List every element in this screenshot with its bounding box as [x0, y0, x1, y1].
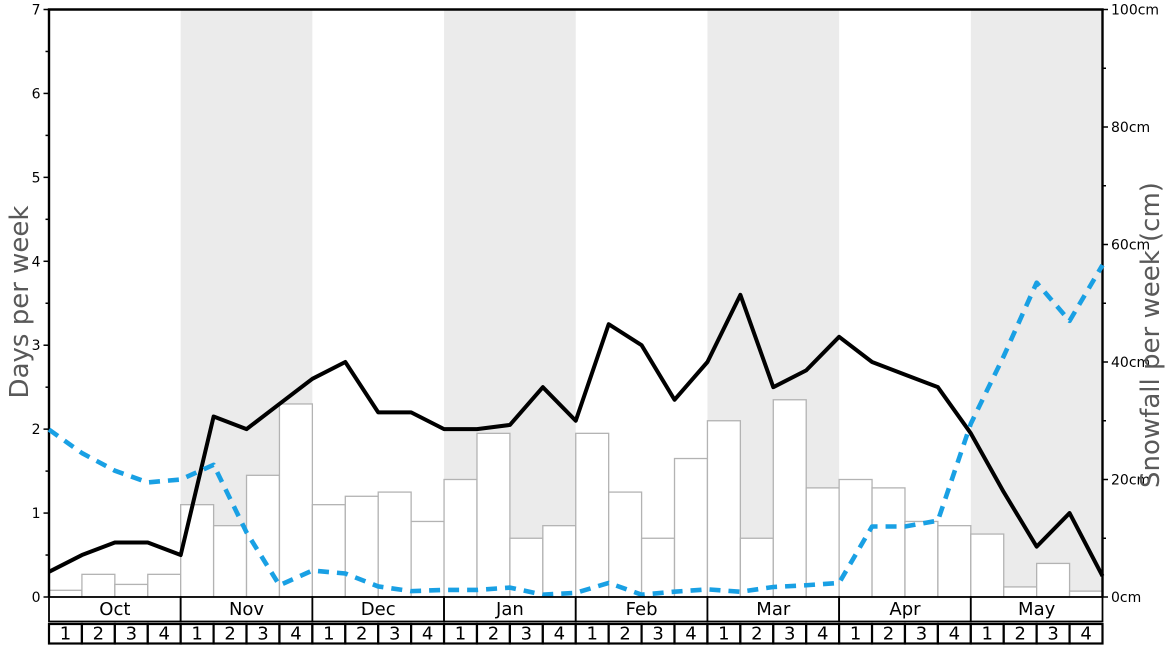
bar-week-29 [970, 533, 1005, 598]
week-number-label: 1 [982, 624, 993, 645]
snowfall-line [47, 263, 1105, 597]
week-number-label: 1 [586, 624, 597, 645]
week-number-label: 2 [883, 624, 894, 645]
bar-week-17 [575, 432, 610, 598]
bar-week-12 [410, 520, 445, 598]
bar-week-4 [147, 573, 182, 598]
week-number-label: 4 [1080, 624, 1091, 645]
bar-week-28 [937, 525, 972, 598]
right-tick-label: 80cm [1111, 120, 1150, 136]
right-axis-title: Snowfall per week (cm) [1136, 182, 1166, 488]
week-number-label: 4 [949, 624, 960, 645]
bar-week-14 [476, 432, 511, 598]
week-number-label: 2 [93, 624, 104, 645]
bar-week-21 [706, 420, 742, 598]
line-series [47, 263, 1105, 597]
week-number-label: 3 [126, 624, 137, 645]
left-tick-label: 7 [32, 3, 41, 19]
week-number-label: 1 [455, 624, 466, 645]
week-number-label: 2 [356, 624, 367, 645]
week-number-label: 3 [784, 624, 795, 645]
month-cell [179, 596, 314, 623]
month-label: Nov [229, 599, 264, 620]
week-number-label: 2 [619, 624, 630, 645]
bar-week-2 [81, 573, 116, 598]
left-axis-title: Days per week [5, 206, 35, 399]
week-number-label: 1 [191, 624, 202, 645]
axes-and-ticks: 0 1 2 3 4 5 6 7 0cm 20cm 40cm 60cm 80cm 100cm [32, 3, 1159, 607]
week-number-label: 3 [521, 624, 532, 645]
week-number-label: 1 [323, 624, 334, 645]
month-label: Oct [99, 599, 130, 620]
left-tick-label: 2 [32, 422, 41, 438]
week-number-label: 3 [257, 624, 268, 645]
bar-week-27 [904, 520, 939, 598]
month-label: Jan [495, 599, 524, 620]
bar-week-24 [805, 487, 840, 598]
right-tick-label: 100cm [1111, 3, 1159, 19]
week-number-label: 2 [751, 624, 762, 645]
week-number-label: 4 [554, 624, 565, 645]
bar-week-19 [640, 537, 676, 598]
bar-week-18 [608, 491, 643, 598]
month-label: Feb [626, 599, 658, 620]
week-number-label: 1 [718, 624, 729, 645]
bar-week-13 [443, 478, 478, 598]
bar-week-23 [772, 399, 807, 598]
week-number-label: 4 [817, 624, 828, 645]
bar-week-3 [114, 583, 149, 598]
month-cell [969, 596, 1104, 623]
left-tick-label: 1 [32, 506, 41, 522]
week-number-label: 1 [60, 624, 71, 645]
bar-week-31 [1036, 562, 1071, 598]
right-tick-label: 40cm [1111, 355, 1150, 371]
month-cell [706, 596, 841, 623]
bar-week-8 [278, 403, 314, 598]
right-tick-label: 60cm [1111, 238, 1150, 254]
month-label: Dec [361, 599, 396, 620]
month-cell [838, 596, 972, 623]
month-label: May [1018, 599, 1056, 620]
week-number-label: 3 [389, 624, 400, 645]
week-number-label: 4 [422, 624, 433, 645]
month-cell [48, 596, 182, 623]
right-tick-label: 20cm [1111, 473, 1150, 489]
week-cell [1068, 622, 1104, 645]
bar-week-11 [377, 491, 412, 598]
left-tick-label: 0 [32, 590, 41, 606]
days-per-week-line [48, 292, 1105, 577]
week-number-label: 2 [224, 624, 235, 645]
week-number-label: 4 [290, 624, 301, 645]
left-tick-label: 5 [32, 170, 41, 186]
month-band-may [970, 9, 1103, 597]
week-number-label: 3 [652, 624, 663, 645]
bar-week-20 [673, 457, 709, 598]
bar-week-9 [311, 504, 346, 598]
month-label: Apr [889, 599, 921, 620]
left-tick-label: 4 [32, 254, 41, 270]
bar-week-26 [871, 487, 906, 598]
week-number-label: 1 [850, 624, 861, 645]
week-number-label: 4 [685, 624, 696, 645]
left-tick-label: 3 [32, 338, 41, 354]
bar-week-1 [48, 589, 83, 598]
week-number-label: 2 [1014, 624, 1025, 645]
month-bands [180, 9, 1103, 597]
bar-week-6 [212, 525, 248, 598]
week-number-label: 2 [488, 624, 499, 645]
week-number-label: 3 [1047, 624, 1058, 645]
bar-week-30 [1003, 586, 1038, 598]
bar-week-16 [542, 525, 577, 598]
bar-week-25 [838, 478, 873, 598]
bar-week-5 [180, 504, 215, 598]
month-label: Mar [756, 599, 791, 620]
week-number-label: 4 [159, 624, 170, 645]
right-tick-label: 0cm [1111, 590, 1141, 606]
week-number-label: 3 [916, 624, 927, 645]
left-tick-label: 6 [32, 86, 41, 102]
